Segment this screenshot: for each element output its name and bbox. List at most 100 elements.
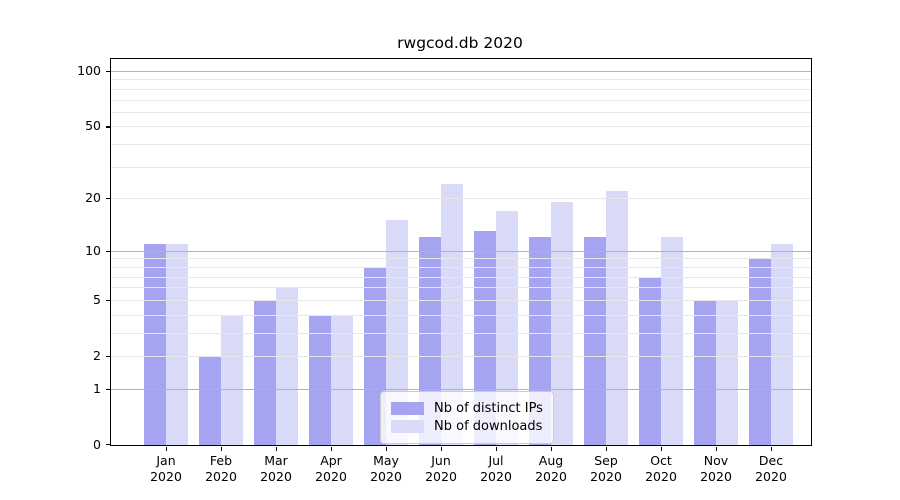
x-tick-month: Oct [650, 453, 672, 468]
x-tick-year: 2020 [590, 468, 622, 484]
bar-distinct-ips [639, 276, 661, 445]
bar-downloads [771, 243, 793, 445]
bar-downloads [276, 287, 298, 445]
x-tick-month: Nov [703, 453, 729, 468]
bar-distinct-ips [749, 258, 771, 445]
bar-downloads [166, 243, 188, 445]
y-tick-label: 5 [93, 291, 101, 307]
y-tick-mark [106, 444, 110, 446]
legend-item-downloads: Nb of downloads [391, 419, 543, 434]
y-tick-mark [106, 126, 110, 128]
x-tick-label: Sep 2020 [578, 453, 634, 484]
x-tick-month: Jun [431, 453, 451, 468]
x-tick-mark [331, 446, 333, 451]
bar-distinct-ips [254, 299, 276, 445]
x-tick-mark [221, 446, 223, 451]
x-tick-month: Jul [488, 453, 504, 468]
x-tick-month: Apr [320, 453, 342, 468]
x-tick-label: Jun 2020 [413, 453, 469, 484]
minor-gridline [111, 144, 811, 146]
plot-area: Nb of distinct IPs Nb of downloads 100 50… [77, 58, 812, 484]
x-tick-month: Dec [758, 453, 784, 468]
legend-label: Nb of downloads [434, 419, 543, 434]
x-tick-mark [386, 446, 388, 451]
x-tick-month: Jan [156, 453, 176, 468]
x-tick-mark [276, 446, 278, 451]
x-tick-label: Feb 2020 [193, 453, 249, 484]
x-tick-year: 2020 [150, 468, 182, 484]
distinct-ips-swatch-icon [391, 402, 424, 415]
minor-gridline [111, 111, 811, 113]
x-tick-year: 2020 [480, 468, 512, 484]
minor-gridline [111, 88, 811, 90]
x-tick-month: Feb [209, 453, 233, 468]
minor-gridline [111, 166, 811, 168]
bar-distinct-ips [584, 237, 606, 445]
x-tick-label: Mar 2020 [248, 453, 304, 484]
legend-label: Nb of distinct IPs [434, 401, 543, 416]
bar-downloads [551, 202, 573, 445]
major-gridline [111, 71, 811, 72]
x-tick-year: 2020 [205, 468, 237, 484]
y-tick-label: 10 [85, 242, 101, 258]
chart-title: rwgcod.db 2020 [397, 34, 523, 52]
x-tick-label: Aug 2020 [523, 453, 579, 484]
x-tick-year: 2020 [370, 468, 402, 484]
y-tick-label: 20 [85, 190, 101, 206]
x-tick-year: 2020 [260, 468, 292, 484]
x-tick-month: Mar [264, 453, 288, 468]
x-tick-label: Nov 2020 [688, 453, 744, 484]
x-tick-year: 2020 [755, 468, 787, 484]
minor-gridline [111, 99, 811, 101]
y-tick-mark [106, 198, 110, 200]
bar-downloads [441, 184, 463, 445]
bar-downloads [716, 299, 738, 445]
x-tick-year: 2020 [645, 468, 677, 484]
y-tick-label: 50 [85, 118, 101, 134]
x-tick-label: Jul 2020 [468, 453, 524, 484]
minor-gridline [111, 79, 811, 81]
bar-downloads [496, 210, 518, 445]
x-tick-mark [166, 446, 168, 451]
bar-downloads [221, 314, 243, 445]
x-tick-label: May 2020 [358, 453, 414, 484]
legend: Nb of distinct IPs Nb of downloads [380, 391, 554, 444]
x-tick-year: 2020 [535, 468, 567, 484]
bar-distinct-ips [694, 299, 716, 445]
x-tick-mark [606, 446, 608, 451]
x-tick-label: Jan 2020 [138, 453, 194, 484]
bar-downloads [606, 190, 628, 445]
y-tick-mark [106, 250, 110, 252]
x-tick-month: Aug [538, 453, 564, 468]
bar-distinct-ips [199, 356, 221, 445]
y-tick-label: 2 [93, 348, 101, 363]
x-tick-label: Oct 2020 [633, 453, 689, 484]
bar-downloads [331, 314, 353, 445]
x-tick-month: Sep [594, 453, 618, 468]
y-tick-label: 100 [77, 63, 101, 78]
y-tick-mark [106, 388, 110, 390]
x-tick-year: 2020 [425, 468, 457, 484]
x-tick-mark [551, 446, 553, 451]
x-tick-label: Apr 2020 [303, 453, 359, 484]
minor-gridline [111, 126, 811, 128]
downloads-swatch-icon [391, 420, 424, 433]
y-tick-label: 0 [93, 437, 101, 452]
x-tick-year: 2020 [315, 468, 347, 484]
x-tick-mark [441, 446, 443, 451]
legend-item-distinct-ips: Nb of distinct IPs [391, 401, 543, 416]
x-tick-mark [496, 446, 498, 451]
x-tick-mark [716, 446, 718, 451]
y-tick-mark [106, 299, 110, 301]
x-tick-month: May [373, 453, 399, 468]
x-tick-year: 2020 [700, 468, 732, 484]
bar-distinct-ips [144, 243, 166, 445]
x-tick-label: Dec 2020 [743, 453, 799, 484]
y-tick-mark [106, 71, 110, 73]
y-tick-label: 1 [93, 380, 101, 396]
bar-distinct-ips [309, 314, 331, 445]
y-tick-mark [106, 356, 110, 358]
x-tick-mark [661, 446, 663, 451]
x-tick-mark [771, 446, 773, 451]
